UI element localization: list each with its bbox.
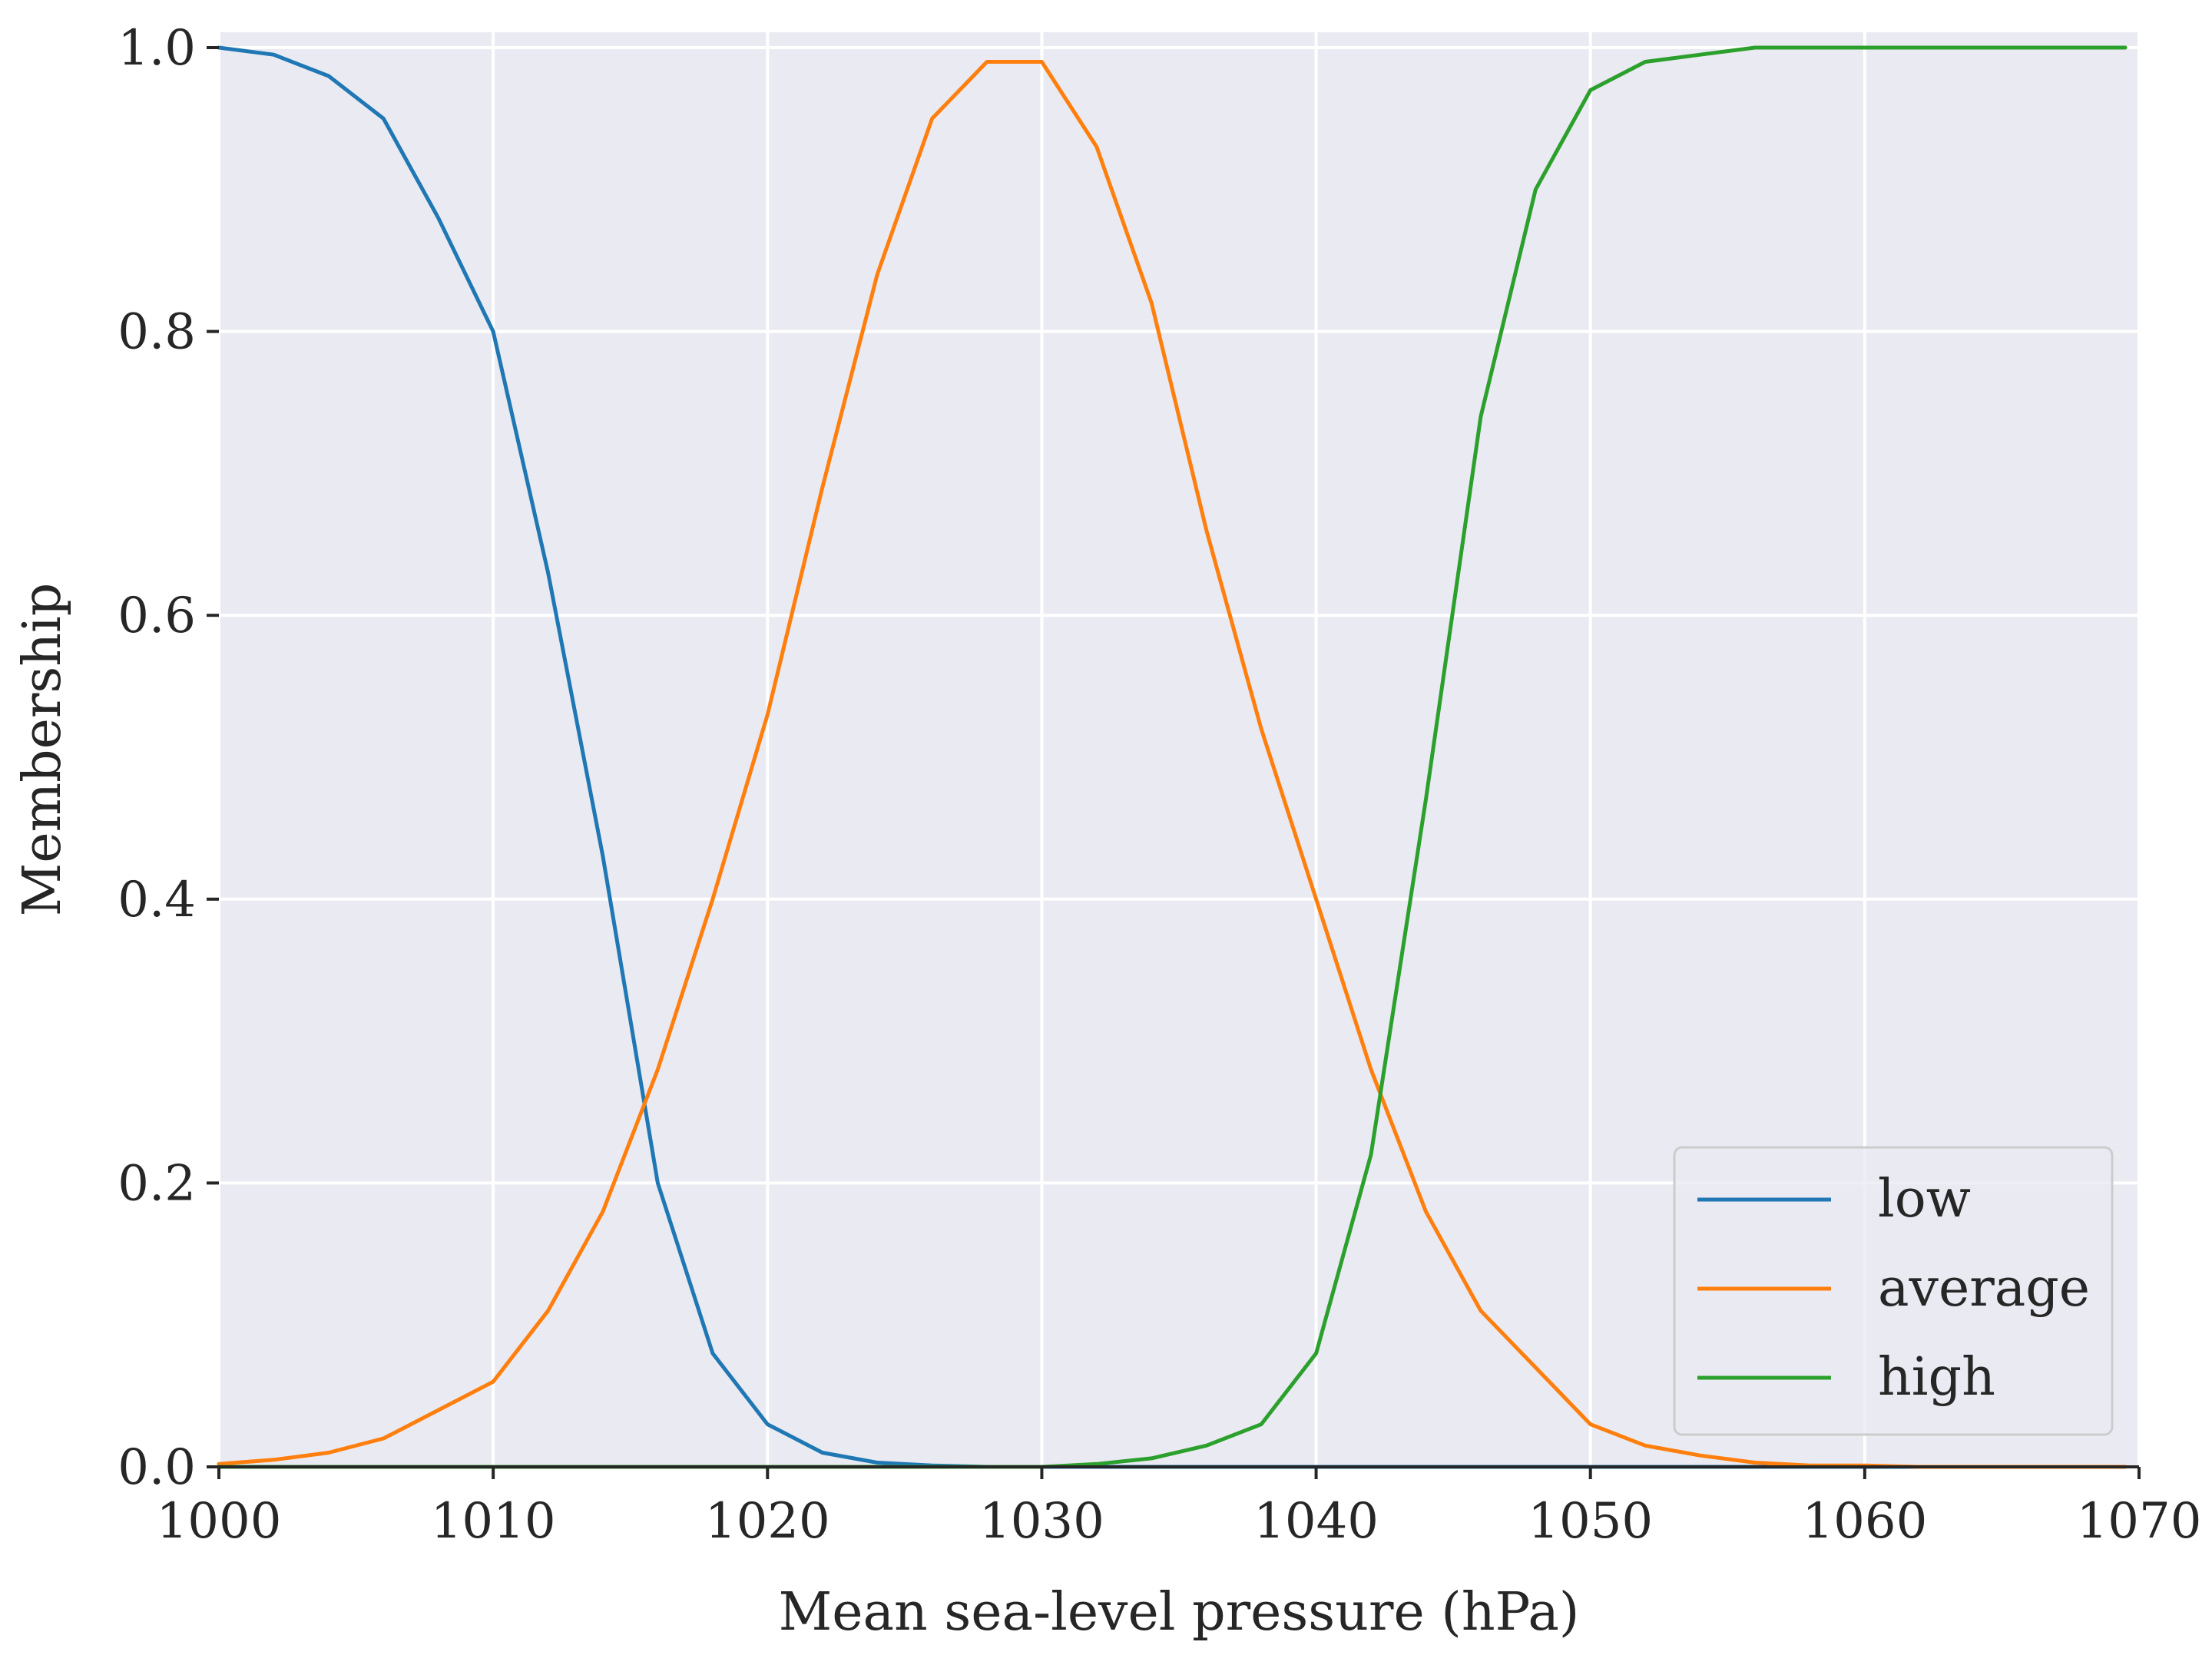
legend-label-average: average	[1878, 1258, 2090, 1319]
x-tick-label: 1000	[157, 1493, 282, 1550]
x-tick-label: 1060	[1802, 1493, 1927, 1550]
x-tick-label: 1020	[705, 1493, 830, 1550]
y-tick-label: 0.2	[118, 1155, 196, 1212]
axes: 1000 1010 1020 1030 1040 1050 1060 1070 0.0 0.2 0.…	[118, 20, 2201, 1550]
y-tick-label: 0.0	[118, 1439, 196, 1496]
x-axis-label: Mean sea-level pressure (hPa)	[779, 1582, 1580, 1643]
x-tick-label: 1040	[1253, 1493, 1379, 1550]
y-axis-label: Membership	[12, 583, 73, 917]
legend-label-high: high	[1878, 1347, 1995, 1408]
x-tick-label: 1050	[1528, 1493, 1653, 1550]
y-tick-label: 0.8	[118, 304, 196, 361]
y-tick-label: 1.0	[118, 20, 196, 77]
legend: low average high	[1673, 1146, 2114, 1436]
legend-label-low: low	[1878, 1169, 1971, 1230]
x-tick-label: 1030	[979, 1493, 1104, 1550]
x-tick-label: 1070	[2077, 1493, 2202, 1550]
y-tick-label: 0.6	[118, 588, 196, 644]
legend-box	[1673, 1146, 2114, 1436]
y-tick-label: 0.4	[118, 872, 196, 928]
x-tick-label: 1010	[431, 1493, 556, 1550]
